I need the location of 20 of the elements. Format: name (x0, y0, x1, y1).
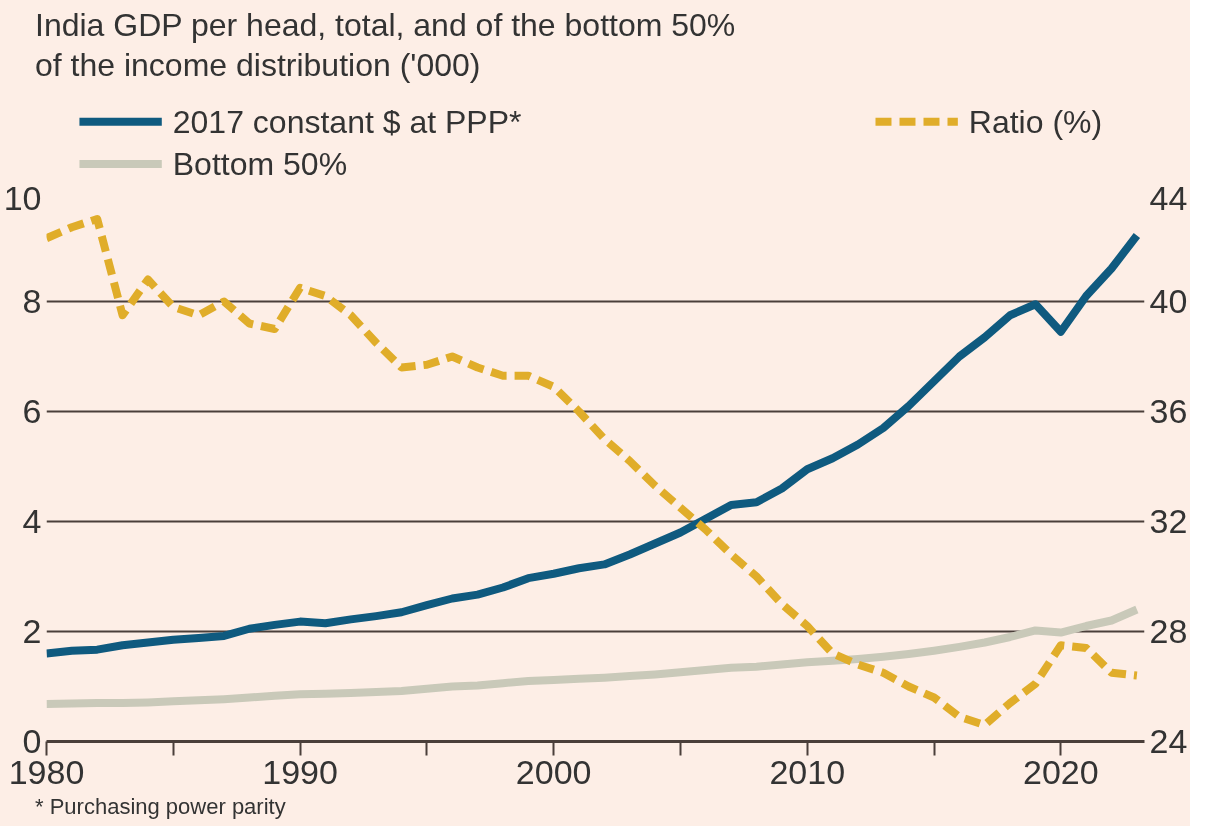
y-tick-label: 2 (22, 612, 42, 650)
chart-subtitle: India GDP per head, total, and of the bottom 50% of the income distribution ('000) (35, 6, 736, 85)
y-tick-label: 8 (22, 282, 42, 320)
y-tick-label: 6 (22, 392, 42, 430)
y2-tick-label: 36 (1149, 392, 1188, 430)
x-tick-label: 2020 (1023, 752, 1099, 791)
x-tick-label: 2010 (769, 752, 846, 791)
y2-tick-label: 40 (1149, 282, 1188, 320)
x-tick-label: 2000 (515, 752, 592, 791)
y2-tick-label: 44 (1149, 178, 1188, 217)
legend-label: 2017 constant $ at PPP* (172, 103, 522, 140)
y2-tick-label: 32 (1149, 502, 1188, 540)
x-tick-label: 1990 (262, 752, 338, 791)
legend-label: Ratio (%) (968, 103, 1103, 140)
y2-tick-label: 28 (1149, 612, 1188, 650)
legend-label: Bottom 50% (172, 146, 348, 182)
y-tick-label: 10 (3, 178, 42, 217)
y-tick-label: 4 (22, 502, 42, 540)
y2-tick-label: 24 (1149, 722, 1188, 760)
text: * Purchasing power parity (35, 793, 286, 821)
